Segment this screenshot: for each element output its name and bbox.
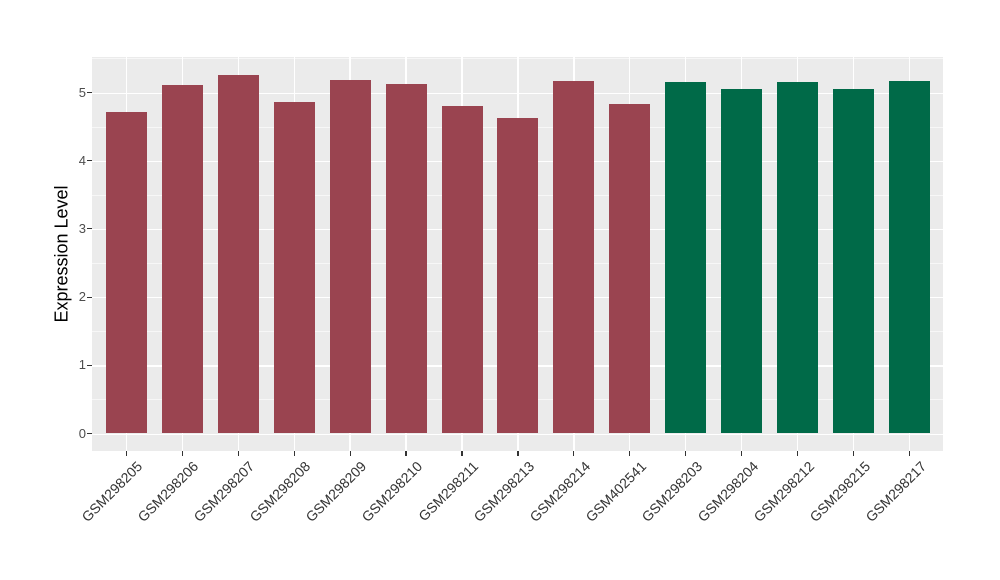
x-tick-label: GSM298210 — [358, 458, 426, 525]
bar-GSM298214 — [553, 80, 595, 434]
x-tick-label: GSM402541 — [582, 458, 650, 525]
x-tick-mark — [125, 451, 127, 456]
x-tick-label: GSM298212 — [750, 458, 818, 525]
bar-GSM298205 — [105, 111, 147, 434]
x-tick-mark — [797, 451, 799, 456]
y-tick-mark — [87, 432, 92, 435]
bar-GSM298211 — [441, 106, 483, 434]
x-tick-label: GSM298215 — [806, 458, 873, 525]
x-tick-label: GSM298217 — [862, 458, 929, 525]
bar-GSM298209 — [329, 80, 371, 434]
x-tick-mark — [685, 451, 687, 456]
x-tick-mark — [405, 451, 407, 456]
bar-GSM298207 — [217, 74, 259, 434]
x-tick-mark — [517, 451, 519, 456]
y-tick-label: 1 — [78, 357, 86, 373]
x-tick-label: GSM298205 — [78, 458, 146, 525]
y-tick-label: 2 — [78, 289, 86, 305]
x-tick-label: GSM298213 — [470, 458, 538, 525]
bar-GSM298203 — [665, 82, 707, 434]
x-tick-label: GSM298211 — [415, 458, 482, 525]
x-tick-mark — [909, 451, 911, 456]
y-tick-label: 4 — [78, 152, 86, 168]
x-tick-label: GSM298214 — [526, 458, 594, 525]
x-tick-label: GSM298206 — [134, 458, 202, 525]
x-tick-label: GSM298203 — [638, 458, 706, 525]
x-tick-label: GSM298207 — [190, 458, 258, 525]
bar-GSM402541 — [609, 104, 651, 434]
bar-GSM298208 — [273, 102, 315, 434]
x-tick-mark — [293, 451, 295, 456]
x-tick-label: GSM298208 — [246, 458, 314, 525]
bar-GSM298210 — [385, 84, 427, 434]
x-tick-mark — [573, 451, 575, 456]
x-tick-label: GSM298209 — [302, 458, 370, 525]
y-tick-label: 3 — [78, 220, 86, 236]
x-tick-mark — [349, 451, 351, 456]
y-tick-mark — [87, 160, 92, 162]
x-tick-mark — [237, 451, 239, 456]
y-tick-label: 0 — [78, 425, 86, 441]
bar-GSM298206 — [161, 84, 203, 434]
bar-GSM298215 — [833, 89, 875, 434]
x-tick-label: GSM298204 — [694, 458, 762, 525]
y-tick-mark — [87, 228, 92, 230]
plot-panel — [92, 57, 943, 451]
bar-GSM298212 — [777, 82, 819, 434]
y-tick-mark — [87, 296, 92, 298]
x-tick-mark — [461, 451, 463, 456]
bar-GSM298204 — [721, 89, 763, 434]
y-tick-mark — [87, 364, 92, 366]
bar-GSM298213 — [497, 118, 539, 434]
x-tick-mark — [629, 451, 631, 456]
x-tick-mark — [741, 451, 743, 456]
bar-GSM298217 — [889, 80, 931, 434]
x-tick-mark — [181, 451, 183, 456]
y-tick-label: 5 — [78, 84, 86, 100]
x-tick-mark — [853, 451, 855, 456]
y-tick-mark — [87, 91, 92, 94]
